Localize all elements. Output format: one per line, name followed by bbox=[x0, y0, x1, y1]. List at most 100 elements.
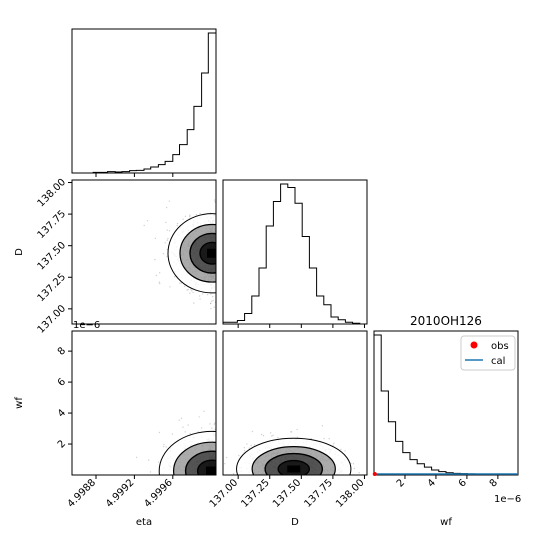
sample-point bbox=[376, 436, 377, 437]
sample-point bbox=[278, 476, 279, 477]
sample-point bbox=[209, 495, 210, 496]
x-tick-label-D: 137.00 bbox=[208, 477, 241, 510]
sample-point bbox=[208, 489, 209, 490]
sample-point bbox=[214, 485, 215, 486]
sample-point bbox=[314, 486, 315, 487]
sample-point bbox=[212, 482, 213, 483]
panel-wf-hist bbox=[372, 330, 519, 476]
sample-point bbox=[320, 510, 321, 511]
sample-point bbox=[209, 488, 210, 489]
sample-point bbox=[284, 483, 285, 484]
sample-point bbox=[158, 272, 161, 274]
sample-point bbox=[195, 213, 198, 216]
sample-point bbox=[265, 494, 266, 495]
sample-point bbox=[209, 479, 210, 480]
sample-point bbox=[320, 479, 321, 480]
sample-point bbox=[196, 478, 197, 479]
sample-point bbox=[288, 478, 289, 479]
sample-point bbox=[302, 477, 303, 478]
sample-point bbox=[209, 486, 210, 487]
sample-point bbox=[260, 433, 263, 436]
hist-bar-D bbox=[245, 314, 252, 325]
sample-point bbox=[183, 495, 184, 496]
sample-point bbox=[191, 289, 193, 292]
sample-point bbox=[175, 496, 176, 497]
sample-point bbox=[273, 475, 274, 476]
x-tick-label-D: 137.50 bbox=[271, 477, 304, 510]
sample-point bbox=[185, 482, 186, 483]
sample-point bbox=[168, 230, 171, 232]
sample-point bbox=[235, 479, 236, 480]
sample-point bbox=[208, 486, 209, 487]
y-axis-label-wf: wf bbox=[14, 397, 25, 409]
hist-bar-D bbox=[302, 237, 309, 325]
sample-point bbox=[210, 478, 211, 479]
sample-point bbox=[166, 255, 168, 258]
sample-point bbox=[325, 497, 326, 498]
sample-point bbox=[206, 495, 207, 496]
sample-point bbox=[210, 491, 211, 492]
sample-point bbox=[273, 478, 274, 479]
sample-point bbox=[302, 482, 303, 483]
sample-point bbox=[251, 430, 254, 433]
sample-point bbox=[296, 493, 297, 494]
sample-point bbox=[278, 485, 279, 486]
sample-point bbox=[166, 239, 168, 241]
sample-point bbox=[178, 494, 179, 495]
sample-point bbox=[275, 487, 276, 488]
sample-point bbox=[209, 489, 210, 490]
sample-point bbox=[210, 484, 211, 485]
sample-point bbox=[205, 485, 206, 486]
sample-point bbox=[251, 478, 252, 479]
sample-point bbox=[282, 484, 283, 485]
x-tick-label-D: 138.00 bbox=[334, 477, 367, 510]
sample-point bbox=[304, 482, 305, 483]
sample-point bbox=[211, 489, 212, 490]
hist-bar-D bbox=[288, 188, 295, 325]
sample-point bbox=[305, 480, 306, 481]
y-tick-label-D: 137.25 bbox=[36, 272, 69, 305]
sample-point bbox=[215, 482, 216, 483]
sample-point bbox=[213, 485, 214, 486]
sample-point bbox=[214, 484, 215, 485]
hist-bar-eta bbox=[180, 145, 188, 173]
sample-point bbox=[154, 237, 157, 240]
sample-point bbox=[211, 488, 212, 489]
sample-point bbox=[208, 488, 209, 489]
sample-point bbox=[303, 483, 304, 484]
sample-point bbox=[169, 492, 170, 493]
sample-point bbox=[244, 476, 245, 477]
sample-point bbox=[188, 497, 189, 498]
sample-point bbox=[280, 478, 281, 479]
sample-point bbox=[334, 498, 335, 499]
sample-point bbox=[185, 480, 186, 481]
sample-point bbox=[262, 435, 265, 437]
sample-point bbox=[191, 506, 192, 507]
sample-point bbox=[209, 488, 210, 489]
sample-point bbox=[318, 476, 319, 477]
sample-point bbox=[272, 481, 273, 482]
sample-point bbox=[179, 477, 180, 478]
sample-point bbox=[282, 481, 283, 482]
sample-point bbox=[212, 481, 213, 482]
x-tick-label-wf: 8 bbox=[488, 477, 500, 489]
sample-point bbox=[253, 477, 254, 478]
sample-point bbox=[215, 488, 216, 489]
sample-point bbox=[215, 480, 216, 481]
sample-point bbox=[164, 242, 166, 244]
sample-point bbox=[206, 476, 207, 477]
sample-point bbox=[323, 437, 325, 440]
sample-point bbox=[205, 486, 206, 487]
sample-point bbox=[295, 504, 296, 505]
sample-point bbox=[299, 477, 300, 478]
sample-point bbox=[198, 498, 199, 499]
sample-point bbox=[165, 221, 167, 224]
sample-point bbox=[232, 473, 235, 475]
sample-point bbox=[214, 428, 216, 430]
sample-point bbox=[215, 487, 216, 488]
sample-point bbox=[175, 478, 176, 479]
sample-point bbox=[184, 498, 185, 499]
sample-point bbox=[271, 478, 272, 479]
sample-point bbox=[209, 482, 210, 483]
